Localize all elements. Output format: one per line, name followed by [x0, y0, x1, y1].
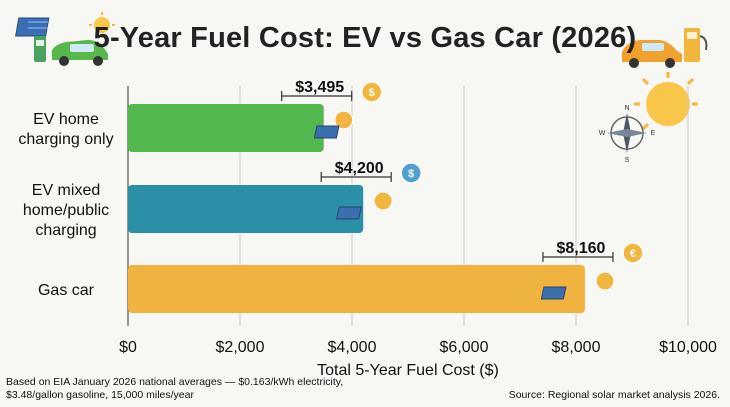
value-label: $4,200: [335, 160, 384, 177]
value-label: $8,160: [556, 240, 605, 257]
coin-stack-icon: [373, 191, 393, 211]
compass-icon: N E S W: [599, 105, 656, 164]
solar-panel-icon: [313, 125, 340, 139]
bars: EV home charging only $3,495 $ EV mixed home/…: [18, 79, 644, 313]
source-note: Source: Regional solar market analysis 2…: [508, 389, 720, 401]
coin-icon: [400, 162, 422, 184]
compass-n-label: N: [624, 105, 629, 112]
category-label: home/public: [23, 202, 109, 219]
x-tick-label: $4,000: [328, 339, 377, 356]
coin-symbol: €: [630, 248, 636, 260]
chart-title: 5-Year Fuel Cost: EV vs Gas Car (2026): [93, 22, 637, 54]
category-label: charging only: [18, 131, 113, 148]
category-label: EV home: [33, 111, 99, 128]
solar-panel-icon: [336, 206, 362, 220]
footnote: Based on EIA January 2026 national avera…: [6, 376, 344, 401]
category-label: charging: [35, 222, 96, 239]
sun-icon: [634, 72, 698, 131]
coin-symbol: $: [408, 168, 414, 180]
bar: [128, 104, 324, 152]
x-axis-label: Total 5-Year Fuel Cost ($): [317, 362, 499, 379]
gas-car-illustration-icon: [622, 28, 708, 68]
coin-symbol: $: [369, 87, 375, 99]
category-label: EV mixed: [32, 182, 100, 199]
compass-e-label: E: [651, 130, 656, 137]
compass-w-label: W: [599, 130, 606, 137]
x-tick-label: $8,000: [552, 339, 601, 356]
x-tick-label: $6,000: [440, 339, 489, 356]
x-tick-label: $10,000: [659, 339, 717, 356]
bar: [128, 265, 585, 313]
coin-icon: [360, 81, 383, 103]
coin-stack-icon: [595, 271, 615, 291]
value-label: $3,495: [295, 79, 344, 96]
solar-panel-icon: [540, 286, 567, 300]
compass-s-label: S: [625, 157, 630, 164]
x-tick-labels: $0 $2,000 $4,000 $6,000 $8,000 $10,000: [119, 339, 717, 356]
bar: [128, 185, 364, 233]
coin-stack-icon: [334, 110, 354, 130]
coin-icon: [622, 242, 644, 264]
x-tick-label: $0: [119, 339, 137, 356]
category-label: Gas car: [38, 282, 95, 299]
ev-charging-illustration-icon: [15, 12, 115, 66]
x-tick-label: $2,000: [216, 339, 265, 356]
